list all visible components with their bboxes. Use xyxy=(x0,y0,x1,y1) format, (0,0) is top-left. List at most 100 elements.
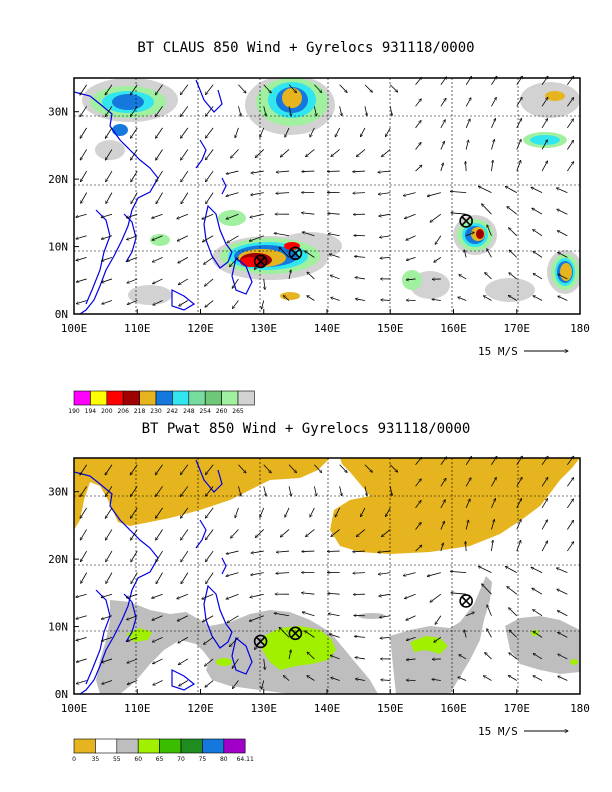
wind-vector xyxy=(465,140,468,150)
wind-vector xyxy=(229,637,239,646)
wind-vector xyxy=(80,127,87,138)
colorbar-label: 70 xyxy=(177,756,185,763)
wind-vector xyxy=(177,213,189,219)
lon-tick-label: 160E xyxy=(440,702,467,715)
wind-vector xyxy=(532,208,543,215)
wind-vector xyxy=(355,679,366,681)
wind-vector xyxy=(232,680,239,689)
lat-tick-label: 10N xyxy=(48,621,68,634)
wind-vector xyxy=(131,572,138,584)
wind-vector xyxy=(80,106,87,116)
colorbar-swatch xyxy=(188,390,206,406)
wind-vector xyxy=(533,631,543,638)
wind-vector xyxy=(478,566,492,573)
colorbar-swatch xyxy=(139,390,157,406)
wind-vector xyxy=(80,170,87,182)
wind-vector xyxy=(465,161,466,172)
wind-vector xyxy=(541,520,547,530)
wind-vector xyxy=(558,296,568,301)
colorbar-label: 65 xyxy=(156,756,164,763)
wind-vector xyxy=(356,149,366,156)
wind-vector xyxy=(127,615,138,620)
wind-vector xyxy=(360,127,366,137)
wind-vector xyxy=(465,98,471,107)
wind-vector xyxy=(301,593,315,594)
lon-tick-label: 100E xyxy=(61,322,88,335)
wind-vector xyxy=(81,192,87,204)
gyre-location-marker xyxy=(288,626,303,641)
wind-vector xyxy=(465,119,470,129)
lat-tick-label: 30N xyxy=(48,486,68,499)
wind-vector xyxy=(406,659,416,660)
wind-vector xyxy=(131,192,138,204)
wind-vector xyxy=(302,551,315,552)
wind-vector xyxy=(156,550,163,562)
wind-vector xyxy=(180,127,189,138)
gyre-location-marker xyxy=(459,594,473,608)
wind-vector xyxy=(364,106,367,115)
wind-vector xyxy=(238,84,246,93)
bottom-colorbar: 0 35 55 60 65 70 75 80 64.11 xyxy=(72,738,254,763)
wind-vector xyxy=(280,529,290,537)
wind-vector xyxy=(465,612,474,617)
colorbar-label: 55 xyxy=(113,756,121,763)
colorbar-label: 35 xyxy=(92,756,100,763)
wind-vector xyxy=(440,543,443,552)
wind-vector xyxy=(404,213,416,218)
wind-vector xyxy=(255,149,265,157)
wind-vector xyxy=(105,464,113,475)
wind-vector xyxy=(556,188,568,193)
colorbar-label: 230 xyxy=(150,408,162,415)
wind-vector xyxy=(314,84,321,93)
wind-vector xyxy=(76,680,87,684)
wind-vector xyxy=(558,676,568,681)
wind-vector xyxy=(434,257,442,262)
wind-vector xyxy=(264,658,265,670)
wind-vector xyxy=(204,658,214,666)
wind-vector xyxy=(288,270,291,280)
gyre-location-marker xyxy=(253,254,268,269)
wind-vector xyxy=(178,278,189,285)
wind-vector xyxy=(379,615,391,618)
wind-vector xyxy=(127,278,138,283)
wind-vector xyxy=(127,680,138,685)
wind-vector xyxy=(483,676,492,681)
wind-vector xyxy=(101,278,113,283)
wind-vector xyxy=(379,213,391,216)
wind-vector xyxy=(482,204,492,215)
wind-vector xyxy=(80,84,87,95)
wind-vector xyxy=(205,300,214,308)
wind-vector xyxy=(276,573,290,574)
wind-vector xyxy=(381,680,391,681)
wind-vector xyxy=(152,235,163,240)
wind-vector xyxy=(459,655,467,660)
wind-vector xyxy=(235,507,239,518)
colorbar-label: 265 xyxy=(232,408,244,415)
wind-vector xyxy=(285,127,290,137)
colorbar-swatch xyxy=(221,390,239,406)
wind-vector xyxy=(276,193,290,194)
wind-vector xyxy=(249,235,264,241)
lon-tick-label: 180 xyxy=(570,702,590,715)
colorbar-label: 218 xyxy=(134,408,146,415)
lon-tick-label: 150E xyxy=(377,322,404,335)
wind-vector xyxy=(251,192,264,195)
colorbar-label: 80 xyxy=(220,756,228,763)
wind-vector xyxy=(353,171,365,172)
wind-vector xyxy=(329,254,340,258)
wind-vector xyxy=(451,593,467,594)
wind-vector xyxy=(415,500,422,509)
top-scale-arrow: 15 M/S xyxy=(478,345,568,358)
wind-vector xyxy=(381,529,391,536)
wind-vector xyxy=(427,192,441,197)
wind-vector xyxy=(156,572,163,584)
colorbar-label: 206 xyxy=(117,408,129,415)
wind-vector xyxy=(276,551,290,552)
wind-vector xyxy=(106,572,113,584)
wind-vector xyxy=(415,522,422,530)
wind-vector xyxy=(381,300,391,301)
wind-vector xyxy=(440,141,445,150)
wind-vector xyxy=(230,149,239,158)
wind-vector xyxy=(440,500,446,509)
lon-tick-label: 180 xyxy=(570,322,590,335)
